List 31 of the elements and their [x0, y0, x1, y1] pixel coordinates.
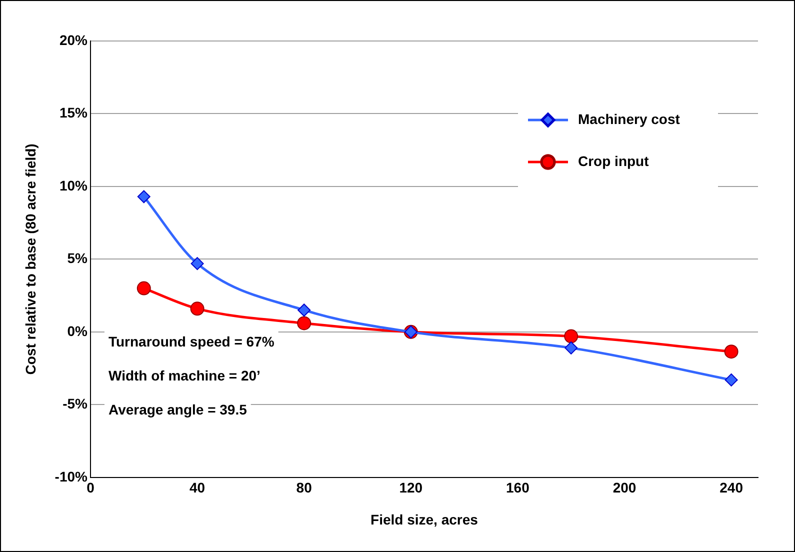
x-tick-label: 80	[296, 480, 312, 496]
y-axis-title: Cost relative to base (80 acre field)	[22, 144, 38, 375]
y-tick-label: 5%	[67, 250, 88, 266]
annotation: Turnaround speed = 67%	[108, 333, 275, 350]
x-tick-label: 0	[86, 480, 95, 496]
y-tick-label: 0%	[67, 322, 88, 339]
point	[298, 304, 311, 317]
y-tick-label: 20%	[59, 32, 88, 48]
point	[190, 257, 204, 270]
point	[297, 316, 312, 330]
x-axis-title: Field size, acres	[370, 511, 478, 528]
y-tick-label: -5%	[62, 396, 88, 412]
y-tick-label: 15%	[59, 104, 88, 121]
y-tick-label: 10%	[59, 177, 88, 194]
y-tick-label: -10%	[54, 468, 88, 484]
point	[724, 373, 738, 386]
legend-label: Crop input	[578, 152, 650, 169]
legend-label: Machinery cost	[578, 110, 680, 127]
x-tick-label: 160	[506, 480, 530, 496]
point	[137, 190, 150, 204]
point	[564, 329, 578, 344]
x-tick-label: 200	[612, 480, 636, 496]
x-tick-label: 40	[189, 480, 206, 496]
x-tick-label: 240	[720, 480, 744, 496]
point	[136, 281, 151, 296]
x-tick-label: 120	[399, 480, 423, 496]
annotation: Width of machine = 20’	[108, 367, 260, 384]
point	[564, 341, 578, 354]
point	[190, 302, 204, 316]
annotation: Average angle = 39.5	[108, 401, 248, 418]
point	[724, 344, 738, 359]
